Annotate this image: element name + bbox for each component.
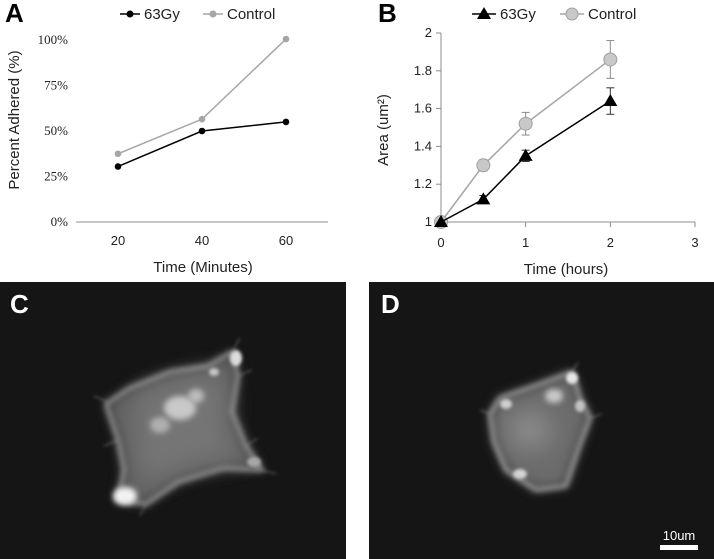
cell-d-bright-spot — [513, 469, 527, 479]
chart-b-y-tick-label: 2 — [425, 25, 432, 40]
micrograph-c: C — [0, 282, 346, 559]
chart-b-x-tick-label: 2 — [607, 235, 614, 250]
legend-label-control: Control — [588, 6, 636, 23]
legend-marker-63gy — [126, 10, 134, 18]
chart-a-y-axis-label: Percent Adhered (%) — [6, 50, 23, 189]
panel-label-b: B — [378, 0, 397, 28]
legend-label-control: Control — [227, 6, 275, 23]
cell-c — [93, 337, 277, 517]
series-line-control — [117, 38, 287, 155]
chart-b-legend: 63Gy Control — [472, 6, 636, 23]
data-point-control — [518, 116, 533, 131]
chart-a: A 63Gy Control Percent Adhered (%) Time … — [5, 0, 328, 276]
cell-d-bright-spot — [566, 372, 578, 384]
data-point-control — [603, 52, 618, 67]
scale-bar — [660, 545, 698, 550]
chart-b-y-tick-label: 1.4 — [414, 138, 432, 153]
cell-d-bright-region — [545, 389, 563, 403]
data-point-63gy — [282, 118, 290, 126]
series-line-63gy — [440, 100, 611, 223]
micrograph-d: D 10um — [369, 282, 714, 559]
scale-bar-label: 10um — [663, 528, 696, 543]
cell-d-filopodia — [479, 361, 603, 419]
data-point-control — [198, 115, 206, 123]
legend-marker-control — [209, 10, 217, 18]
cell-c-interior — [132, 372, 240, 486]
chart-a-x-axis-label: Time (Minutes) — [153, 259, 252, 276]
chart-a-y-tick-label: 50% — [44, 123, 68, 138]
cell-c-bright-region — [188, 389, 204, 403]
chart-a-x-tick-label: 60 — [279, 233, 293, 248]
cell-d-edge — [488, 370, 592, 492]
data-point-control — [114, 150, 122, 158]
cell-d-bright-spot — [575, 400, 585, 412]
data-point-control — [282, 35, 290, 43]
chart-b-plot: 11.21.41.61.820 1 2 3 — [414, 25, 699, 250]
chart-b-y-tick-label: 1.2 — [414, 176, 432, 191]
legend-label-63gy: 63Gy — [144, 6, 180, 23]
chart-b-y-tick-label: 1.6 — [414, 101, 432, 116]
cell-c-bright-spot — [230, 350, 242, 366]
chart-b-x-tick-label: 1 — [522, 235, 529, 250]
cell-c-edge — [104, 349, 265, 506]
chart-a-y-tick-label: 0% — [51, 214, 69, 229]
chart-a-y-tick-label: 75% — [44, 78, 68, 93]
cell-c-bright-spot — [113, 487, 137, 505]
data-point-63gy — [518, 148, 533, 161]
cell-d-bright-spot — [500, 399, 512, 409]
chart-b-y-axis-label: Area (um²) — [375, 94, 392, 166]
chart-b-x-axis-label: Time (hours) — [524, 261, 608, 278]
data-point-control — [476, 158, 491, 173]
chart-a-x-tick-label: 20 — [111, 233, 125, 248]
chart-b-x-tick-label: 0 — [437, 235, 444, 250]
data-point-63gy — [198, 127, 206, 135]
legend-marker-control — [565, 7, 579, 21]
cell-c-filopodia — [93, 337, 277, 517]
series-line-control — [440, 58, 611, 223]
chart-b-x-tick-label: 3 — [691, 235, 698, 250]
data-point-63gy — [114, 163, 122, 170]
panel-label-c: C — [10, 289, 29, 319]
cell-c-bright-spot — [209, 368, 219, 376]
chart-a-x-tick-label: 40 — [195, 233, 209, 248]
cell-c-bright-spot — [247, 457, 261, 467]
chart-a-y-tick-label: 25% — [44, 169, 68, 184]
data-point-63gy — [476, 192, 491, 205]
cell-c-bright-region — [150, 417, 170, 433]
chart-a-legend: 63Gy Control — [120, 6, 275, 23]
panel-label-d: D — [381, 289, 400, 319]
data-point-63gy — [603, 94, 618, 107]
chart-a-y-tick-label: 100% — [38, 32, 69, 47]
chart-b-y-tick-label: 1.8 — [414, 63, 432, 78]
cell-d — [479, 361, 603, 492]
data-point-63gy — [434, 215, 448, 227]
chart-b-y-tick-label: 1 — [425, 214, 432, 229]
legend-label-63gy: 63Gy — [500, 6, 536, 23]
cell-d-interior — [508, 410, 552, 450]
cell-c-bright-region — [164, 396, 196, 420]
panel-label-a: A — [5, 0, 24, 28]
legend-marker-63gy — [477, 7, 491, 19]
chart-b: B 63Gy Control Area (um²) Time (hours) 1… — [375, 0, 699, 278]
chart-a-plot: 0% 25% 50% 75% 100% 20 40 60 — [38, 32, 328, 248]
